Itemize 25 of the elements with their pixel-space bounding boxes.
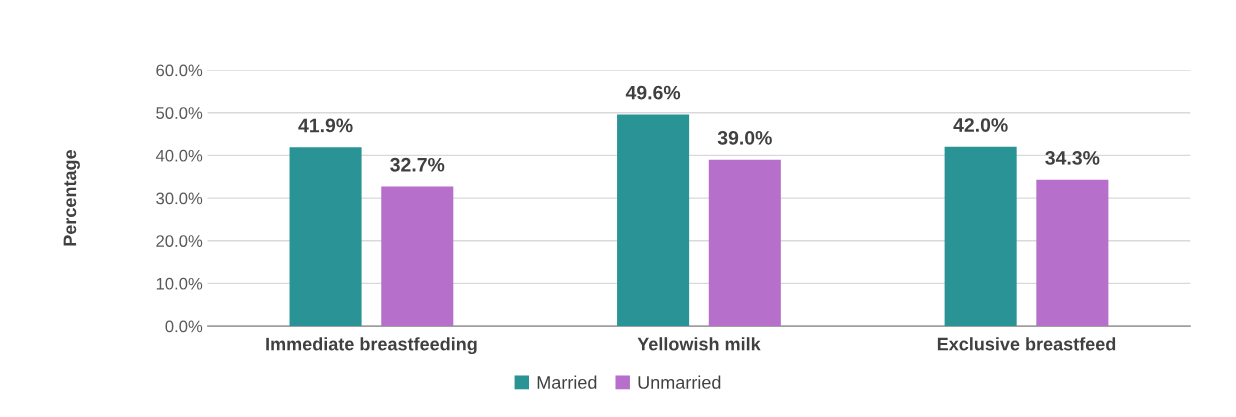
x-tick-label: Exclusive breastfeed xyxy=(937,337,1116,351)
legend-label: Married xyxy=(537,375,597,389)
y-axis-title: Percentage xyxy=(63,150,80,246)
legend-label: Unmarried xyxy=(638,375,721,389)
bar xyxy=(381,186,454,327)
data-label: 42.0% xyxy=(953,118,1008,132)
y-tick-label: 20.0% xyxy=(156,235,203,247)
y-tick-label: 50.0% xyxy=(156,107,203,119)
bar xyxy=(617,114,690,327)
data-label: 39.0% xyxy=(717,130,772,145)
y-tick-label: 40.0% xyxy=(155,149,203,162)
data-label: 34.3% xyxy=(1045,151,1100,165)
bar xyxy=(708,159,781,327)
bar xyxy=(944,146,1017,327)
y-tick-label: 60.0% xyxy=(156,64,203,77)
bar xyxy=(289,147,362,327)
x-tick-label: Yellowish milk xyxy=(637,337,761,351)
y-tick-label: 30.0% xyxy=(156,192,203,205)
data-label: 32.7% xyxy=(390,157,445,172)
y-tick-label: 0.0% xyxy=(165,320,203,333)
x-tick-label: Immediate breastfeeding xyxy=(266,337,477,355)
data-label: 49.6% xyxy=(625,85,681,100)
data-label: 41.9% xyxy=(298,118,353,133)
bar xyxy=(1036,179,1109,327)
y-tick-label: 10.0% xyxy=(156,277,203,290)
